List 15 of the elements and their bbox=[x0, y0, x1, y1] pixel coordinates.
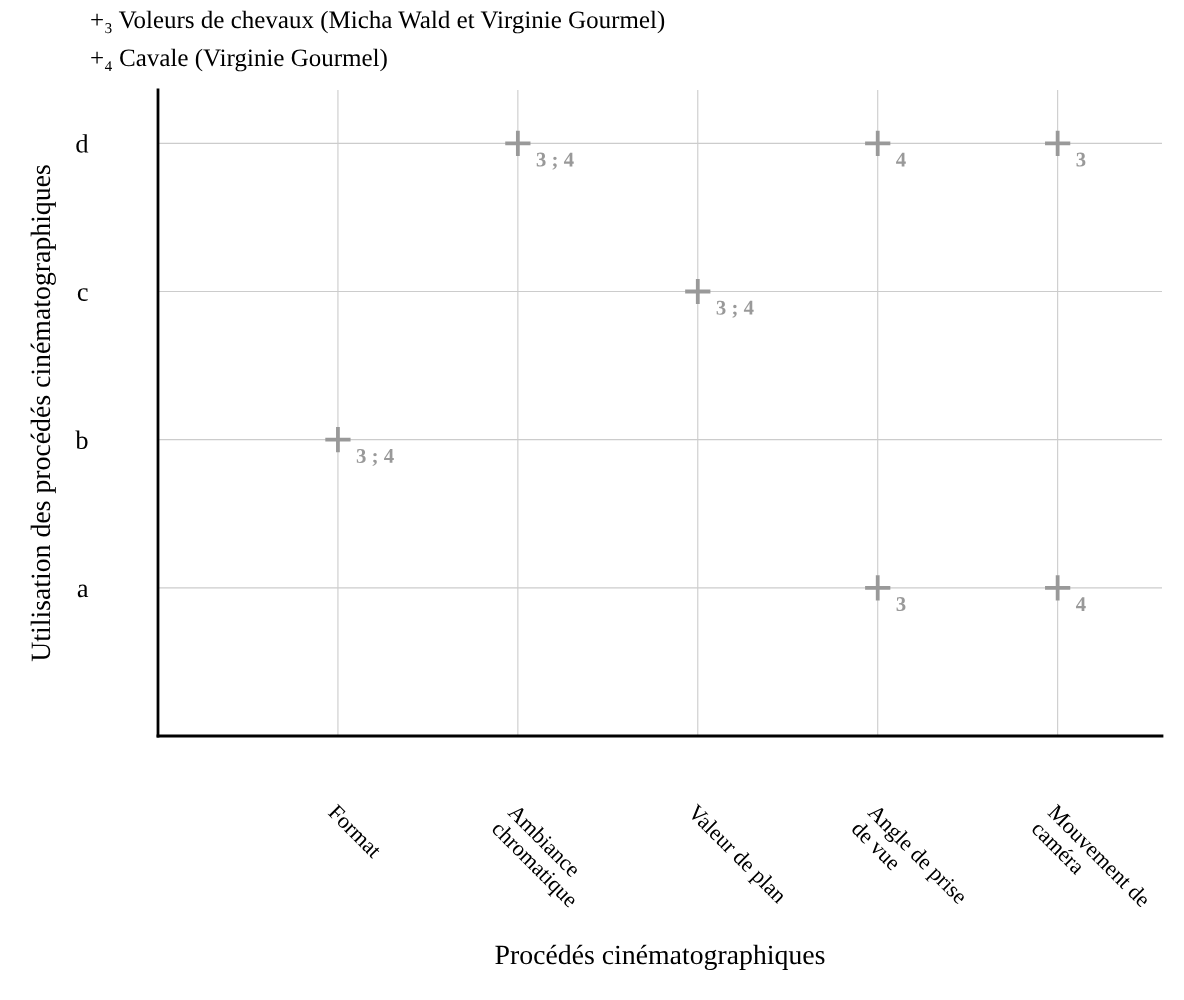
annotation: 3 ; 4 bbox=[716, 300, 754, 318]
annotation: 3 ; 4 bbox=[536, 152, 574, 170]
category-label: b bbox=[75, 430, 88, 450]
annotation: 4 bbox=[896, 152, 906, 167]
text: +₃ Voleurs de chevaux (Micha Wald et Virginie Gourmel) bbox=[91, 10, 665, 34]
annotation: 3 bbox=[896, 597, 906, 612]
text: +₄ Cavale (Virginie Gourmel) bbox=[91, 48, 387, 72]
category-label: c bbox=[77, 288, 88, 301]
annotation: 3 bbox=[1076, 152, 1086, 167]
annotation: 4 bbox=[1075, 597, 1086, 611]
x-axis-title: Procédés cinématographiques bbox=[495, 944, 825, 971]
category-label: d bbox=[76, 134, 89, 153]
category-label: a bbox=[77, 584, 89, 598]
annotation: 3 ; 4 bbox=[356, 448, 394, 466]
y-axis-title: Utilisation des procédés cinématographiques bbox=[30, 165, 56, 662]
